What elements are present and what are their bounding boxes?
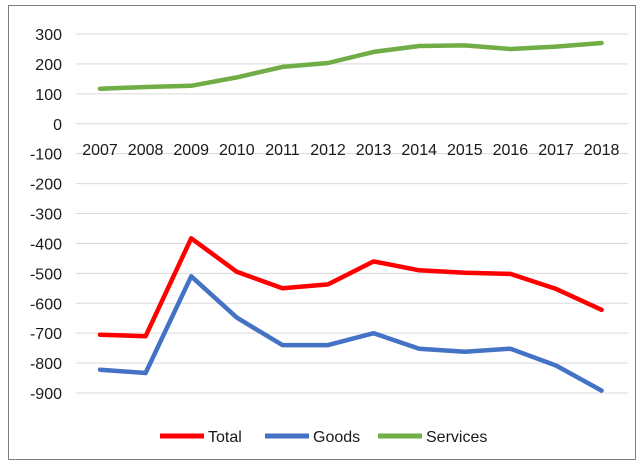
y-tick-label: -700 (30, 326, 62, 343)
y-tick-labels: 300 200 100 0 -100 -200 -300 -400 -500 -600 -700 -8… (30, 27, 62, 403)
y-tick-label: -900 (30, 386, 62, 403)
legend-label-goods: Goods (313, 429, 360, 446)
x-tick-labels: 2007 2008 2009 2010 2011 2012 2013 2014 2015 2016… (82, 142, 619, 159)
y-tick-label: -800 (30, 356, 62, 373)
x-tick-label: 2008 (128, 142, 164, 159)
legend: Total Goods Services (160, 429, 487, 446)
x-tick-label: 2011 (265, 142, 300, 159)
y-tick-label: -100 (30, 147, 62, 164)
y-tick-label: -300 (30, 207, 62, 224)
y-tick-label: 100 (35, 87, 62, 104)
y-tick-label: 0 (53, 117, 62, 134)
series-line-total (97, 236, 604, 339)
x-tick-label: 2007 (82, 142, 118, 159)
y-tick-label: -500 (30, 266, 62, 283)
y-tick-label: 300 (35, 27, 62, 44)
x-tick-label: 2018 (584, 142, 620, 159)
y-tick-label: -400 (30, 236, 62, 253)
x-tick-label: 2014 (401, 142, 437, 159)
legend-label-total: Total (208, 429, 242, 446)
legend-label-services: Services (426, 429, 487, 446)
x-tick-label: 2016 (493, 142, 529, 159)
y-tick-label: -600 (30, 296, 62, 313)
x-tick-label: 2015 (447, 142, 483, 159)
series-lines (97, 40, 604, 393)
series-line-goods (97, 274, 604, 393)
y-tick-label: -200 (30, 177, 62, 194)
series-line-services (97, 40, 604, 91)
y-tick-label: 200 (35, 57, 62, 74)
x-tick-label: 2013 (356, 142, 392, 159)
x-tick-label: 2012 (310, 142, 346, 159)
chart-frame (8, 5, 636, 460)
x-tick-label: 2009 (173, 142, 209, 159)
x-tick-label: 2017 (538, 142, 574, 159)
x-tick-label: 2010 (219, 142, 255, 159)
